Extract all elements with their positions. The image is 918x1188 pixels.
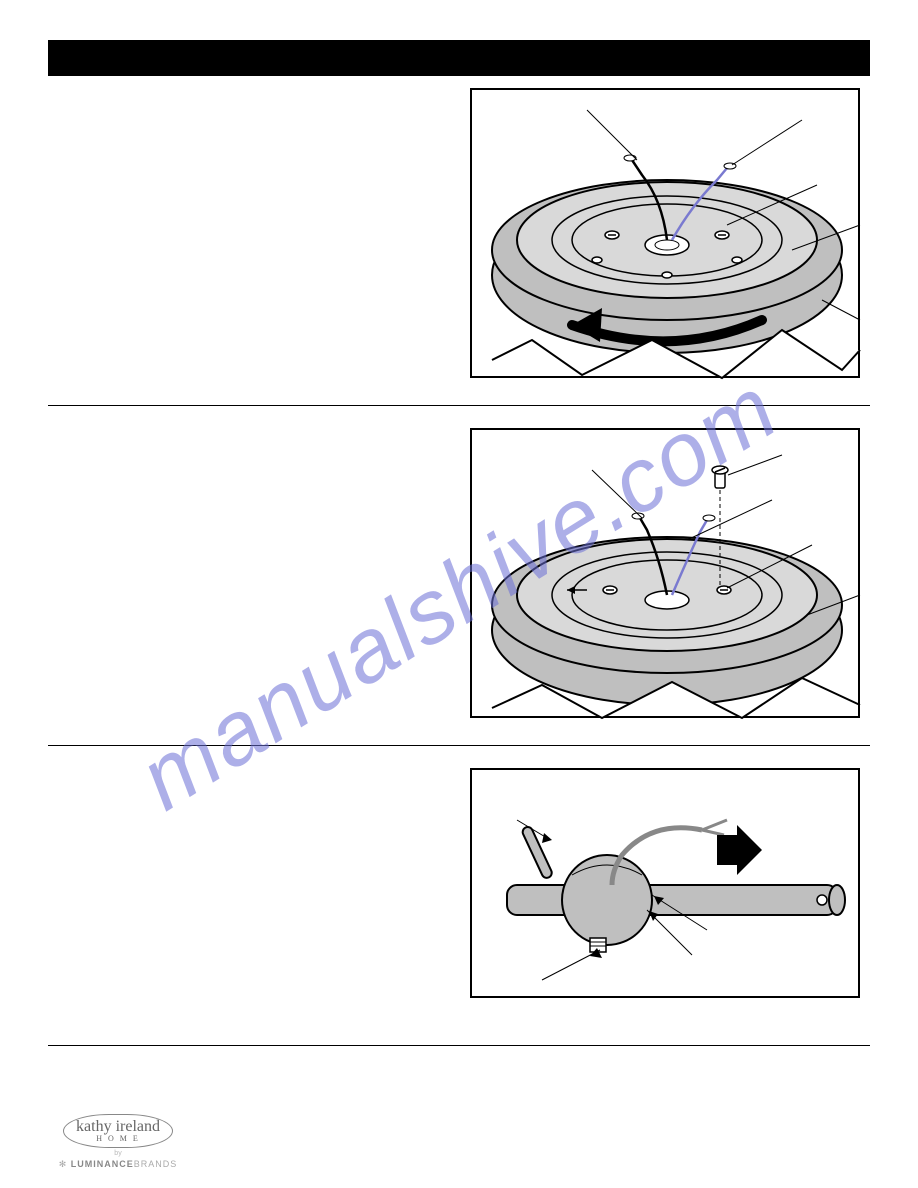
- figure-3-box: [470, 768, 860, 998]
- figure-2-svg: [472, 430, 862, 720]
- figure-1-svg: [472, 90, 862, 380]
- figure-1-box: [470, 88, 860, 378]
- page-container: manualshive.com kathy ireland H O M E by…: [0, 0, 918, 1188]
- header-black-bar: [48, 40, 870, 76]
- company-prefix: LUMINANCE: [71, 1159, 134, 1169]
- section-3: [48, 746, 870, 1046]
- section-1: [48, 76, 870, 406]
- company-line: ✻ LUMINANCEBRANDS: [48, 1159, 188, 1170]
- footer-logos: kathy ireland H O M E by ✻ LUMINANCEBRAN…: [48, 1114, 188, 1170]
- figure-3-svg: [472, 770, 862, 1000]
- section-2: [48, 406, 870, 746]
- company-icon: ✻: [59, 1159, 68, 1169]
- by-text: by: [48, 1150, 188, 1157]
- brand-oval: kathy ireland H O M E: [63, 1114, 173, 1148]
- company-suffix: BRANDS: [134, 1159, 178, 1169]
- brand-name: kathy ireland: [76, 1118, 160, 1135]
- figure-2-box: [470, 428, 860, 718]
- brand-sub: H O M E: [76, 1135, 160, 1143]
